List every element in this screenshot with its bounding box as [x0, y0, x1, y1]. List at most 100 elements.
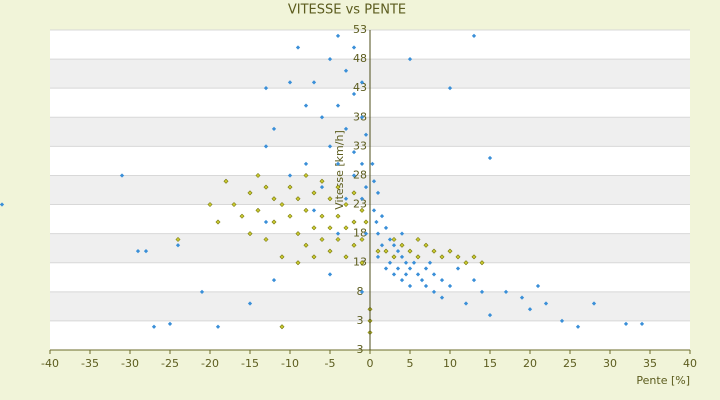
point	[463, 301, 469, 306]
point	[411, 260, 417, 265]
point	[335, 161, 341, 166]
point	[279, 202, 285, 208]
point	[287, 173, 293, 178]
point	[319, 213, 325, 219]
x-tick-label: 40	[683, 357, 697, 370]
point	[375, 254, 381, 260]
x-tick-label: 35	[643, 357, 657, 370]
point	[303, 207, 309, 213]
point	[431, 272, 437, 277]
x-tick-label: -20	[201, 357, 219, 370]
point	[415, 272, 421, 277]
point	[311, 225, 317, 231]
point	[487, 312, 493, 318]
point	[487, 155, 493, 161]
point	[247, 190, 253, 196]
point	[447, 248, 453, 254]
x-tick-label: -35	[81, 357, 99, 370]
point	[407, 248, 413, 254]
point	[427, 260, 433, 265]
x-tick-label: 15	[483, 357, 497, 370]
point	[363, 231, 369, 236]
point	[295, 260, 301, 266]
point	[370, 161, 375, 166]
point	[295, 196, 301, 202]
x-tick-label: -10	[281, 357, 299, 370]
point	[351, 173, 357, 178]
y-tick-label: 53	[353, 23, 367, 36]
y-tick-label: 3	[357, 314, 364, 327]
point	[471, 254, 477, 260]
point	[363, 184, 369, 190]
point	[167, 321, 173, 326]
point	[351, 242, 357, 248]
y-tick-label: 48	[353, 52, 367, 65]
point	[263, 144, 269, 149]
point	[395, 248, 401, 254]
point	[391, 236, 397, 242]
point	[403, 260, 409, 265]
point	[363, 219, 369, 225]
point	[639, 321, 645, 326]
point	[387, 260, 393, 265]
point	[271, 219, 277, 225]
x-tick-label: -5	[325, 357, 336, 370]
point	[279, 254, 285, 260]
point	[215, 324, 221, 329]
point	[559, 318, 565, 324]
point	[371, 179, 377, 184]
point	[143, 248, 149, 254]
point	[359, 161, 365, 166]
x-tick-label: 20	[523, 357, 537, 370]
point	[343, 225, 349, 231]
point	[223, 178, 229, 184]
point	[199, 289, 205, 294]
point	[407, 266, 413, 271]
point	[263, 184, 269, 190]
x-tick-label: 5	[407, 357, 414, 370]
point	[391, 243, 397, 248]
point	[375, 231, 381, 236]
point	[303, 161, 309, 166]
point	[471, 278, 477, 283]
y-axis-label: Vitesse [km/h]	[333, 130, 346, 210]
point	[287, 213, 293, 219]
x-tick-label: -15	[241, 357, 259, 370]
point	[591, 301, 597, 306]
point	[247, 301, 253, 306]
point	[387, 237, 393, 242]
point	[255, 207, 261, 213]
point	[455, 266, 461, 271]
point	[391, 272, 397, 277]
point	[399, 254, 405, 260]
point	[447, 283, 453, 289]
point	[343, 254, 349, 260]
x-tick-label: -40	[41, 357, 59, 370]
point	[359, 196, 365, 201]
point	[135, 248, 141, 254]
point	[375, 190, 381, 196]
point	[479, 289, 485, 294]
point	[311, 254, 317, 260]
point	[527, 307, 533, 312]
y-tick-label: 38	[353, 110, 367, 123]
point	[407, 283, 413, 289]
point	[431, 289, 437, 294]
point	[343, 196, 349, 201]
point	[535, 283, 541, 289]
point	[463, 260, 469, 266]
point	[479, 260, 485, 266]
point	[423, 266, 429, 271]
point	[351, 219, 357, 225]
point	[343, 202, 349, 208]
point	[311, 208, 317, 213]
point	[239, 213, 245, 219]
point	[439, 278, 445, 283]
chart-title: VITESSE vs PENTE	[288, 3, 406, 18]
point	[403, 272, 409, 277]
point	[399, 242, 405, 248]
point	[359, 236, 365, 242]
point	[335, 236, 341, 242]
point	[395, 266, 401, 271]
point	[327, 272, 333, 277]
